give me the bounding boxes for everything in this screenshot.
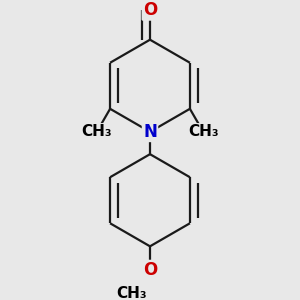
Text: N: N — [143, 123, 157, 141]
Text: O: O — [143, 2, 157, 20]
Text: CH₃: CH₃ — [82, 124, 112, 139]
Text: CH₃: CH₃ — [116, 286, 147, 300]
Text: O: O — [143, 261, 157, 279]
Text: CH₃: CH₃ — [188, 124, 218, 139]
